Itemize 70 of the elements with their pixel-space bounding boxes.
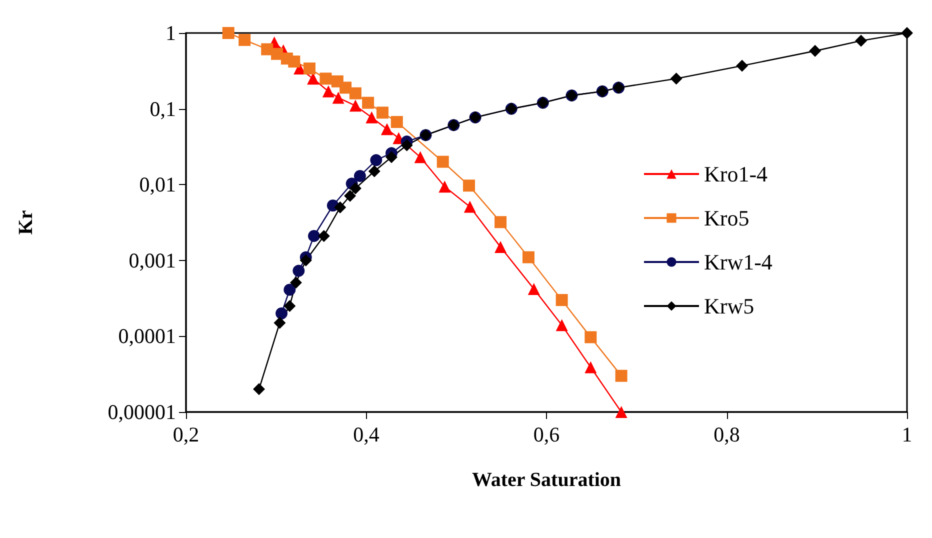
point: [615, 406, 628, 418]
point: [349, 100, 362, 112]
point: [340, 82, 352, 94]
point: [332, 92, 344, 104]
point: [349, 87, 362, 100]
point: [292, 264, 305, 277]
point: [276, 307, 288, 320]
point: [308, 230, 320, 242]
x-tick-label: 0,4: [353, 422, 380, 446]
x-tick-label: 0,2: [172, 422, 200, 446]
point: [288, 56, 300, 68]
point: [370, 154, 382, 166]
point: [584, 331, 597, 344]
y-tick-label: 0,1: [150, 96, 176, 121]
y-tick-label: 0,00001: [108, 400, 176, 424]
point: [238, 34, 251, 46]
point: [284, 284, 296, 296]
point: [809, 44, 822, 57]
point: [274, 316, 286, 329]
point: [522, 251, 534, 264]
point: [334, 201, 346, 214]
point: [380, 123, 393, 136]
point: [528, 282, 540, 295]
point: [344, 190, 356, 202]
point: [284, 300, 296, 312]
point: [390, 116, 403, 128]
point: [318, 230, 330, 242]
point: [349, 182, 362, 194]
legend-label: Kro1-4: [704, 162, 768, 186]
x-axis-title: Water Saturation: [472, 469, 622, 491]
x-tick-label: 1: [902, 422, 912, 446]
legend-label: Krw5: [704, 294, 754, 318]
point: [736, 60, 748, 72]
point: [464, 200, 476, 213]
point: [462, 180, 475, 192]
point: [414, 151, 426, 164]
point: [855, 34, 868, 47]
point: [222, 27, 234, 39]
legend-label: Kro5: [704, 206, 750, 230]
point: [556, 319, 568, 332]
point: [322, 85, 334, 98]
y-tick-label: 0,001: [128, 248, 176, 272]
point: [366, 111, 378, 124]
x-tick-label: 0,8: [714, 422, 740, 446]
point: [494, 241, 507, 254]
point: [438, 180, 451, 193]
point: [400, 139, 413, 152]
point: [354, 170, 366, 182]
x-tick-label: 0,6: [533, 422, 560, 446]
point: [303, 62, 316, 75]
y-tick-label: 0,0001: [118, 324, 176, 348]
point: [556, 294, 568, 306]
legend-label: Krw1-4: [704, 250, 772, 274]
point: [368, 165, 380, 178]
point: [362, 96, 374, 109]
point: [494, 216, 507, 228]
point: [253, 383, 265, 396]
point: [300, 254, 312, 266]
point: [376, 106, 388, 119]
point: [584, 361, 597, 374]
point: [290, 276, 302, 289]
point: [670, 72, 682, 85]
point: [385, 151, 398, 164]
point: [320, 72, 332, 85]
point: [615, 370, 628, 382]
point: [901, 27, 913, 39]
point: [436, 156, 449, 168]
y-tick-label: 1: [166, 21, 176, 45]
y-tick-label: 0,01: [139, 172, 176, 197]
y-axis-title: Kr: [15, 210, 37, 235]
